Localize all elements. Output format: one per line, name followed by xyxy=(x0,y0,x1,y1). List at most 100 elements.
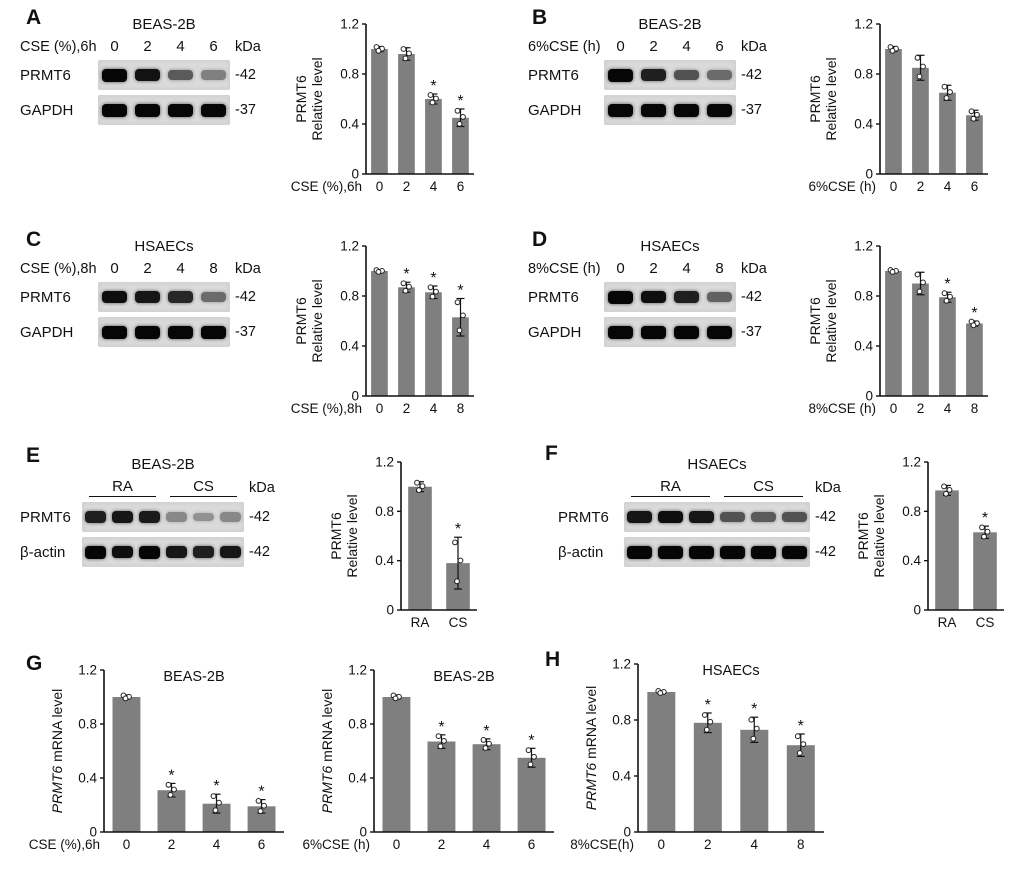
bar xyxy=(452,117,469,175)
x-tick-label: 0 xyxy=(657,837,665,852)
y-tick-label: 0.8 xyxy=(854,289,873,304)
blot-lane xyxy=(197,103,230,117)
y-tick-label: 0 xyxy=(913,603,921,618)
bar-chart-panel-e: RA * CS 0 0.4 0.8 1.2 PRMT6 Relative level xyxy=(328,450,483,645)
blot-lane xyxy=(703,325,736,339)
bar xyxy=(382,697,411,832)
y-tick-label: 0 xyxy=(865,167,873,182)
data-point xyxy=(703,726,710,733)
significance-marker: * xyxy=(403,266,409,283)
y-axis-label: PRMT6 xyxy=(293,297,309,345)
data-point xyxy=(701,712,708,718)
blot-lane xyxy=(670,103,703,117)
data-point xyxy=(392,695,399,702)
blot-lane xyxy=(655,510,686,524)
protein-label: GAPDH xyxy=(20,101,74,119)
panel-label-a: A xyxy=(26,6,42,29)
x-tick-label: 8 xyxy=(457,401,465,416)
significance-marker: * xyxy=(455,521,461,538)
data-point xyxy=(796,750,803,756)
lane-header-row: 8%CSE (h) 0 2 4 8 kDa xyxy=(528,260,767,277)
y-tick-label: 1.2 xyxy=(340,17,359,32)
protein-label: GAPDH xyxy=(528,101,582,119)
data-point xyxy=(750,735,757,742)
blot-row: β-actin -42 xyxy=(20,537,275,567)
lane-label: 0 xyxy=(110,38,119,55)
data-point xyxy=(441,738,447,744)
blot-lane xyxy=(164,325,197,339)
significance-marker: * xyxy=(798,718,804,735)
blot-lane xyxy=(131,325,164,339)
y-axis-label: PRMT6 mRNA level xyxy=(49,689,65,813)
data-point xyxy=(402,55,409,62)
blot-lane xyxy=(109,545,136,559)
y-tick-label: 1.2 xyxy=(854,17,873,32)
data-point xyxy=(171,786,177,793)
blot-lane xyxy=(98,103,131,117)
bar-chart-panel-g-right: 0 * 2 * 4 * 6 0 0.4 0.8 1.2 6%CSE (h) BEAS-2B PRMT6 m… xyxy=(302,658,560,867)
protein-band xyxy=(192,545,215,559)
blot-strip xyxy=(624,502,810,532)
blot-row: PRMT6 -42 xyxy=(528,60,767,90)
x-tick-label: 4 xyxy=(483,837,491,852)
y-axis-label: Relative level xyxy=(309,57,325,140)
data-point xyxy=(947,293,953,300)
blot-lane xyxy=(164,103,197,117)
x-tick-label: 0 xyxy=(890,401,898,416)
bar xyxy=(427,741,456,832)
blot-lane xyxy=(163,512,190,522)
data-point xyxy=(943,490,949,497)
blot-lane xyxy=(197,292,230,302)
data-point xyxy=(920,63,926,70)
group-label: CS xyxy=(724,478,803,497)
bar-chart-panel-f: RA * CS 0 0.4 0.8 1.2 PRMT6 Relative level xyxy=(855,450,1010,645)
significance-marker: * xyxy=(528,732,534,749)
y-tick-label: 0.4 xyxy=(340,339,359,354)
protein-label: PRMT6 xyxy=(20,508,71,526)
x-tick-label: 0 xyxy=(393,837,401,852)
protein-band xyxy=(101,103,128,117)
x-tick-label: 0 xyxy=(123,837,131,852)
blot-lane xyxy=(82,545,109,559)
protein-band xyxy=(200,103,227,117)
blot-lane xyxy=(190,545,217,559)
lane-label: 2 xyxy=(649,260,658,277)
protein-band xyxy=(165,545,188,559)
x-axis-label: CSE (%),6h xyxy=(291,179,362,194)
data-point xyxy=(748,716,755,723)
data-point xyxy=(460,312,466,319)
data-point xyxy=(435,733,442,739)
chart-title: BEAS-2B xyxy=(163,669,224,685)
x-tick-label: 2 xyxy=(403,401,411,416)
blot-row: PRMT6 -42 xyxy=(20,282,261,312)
data-point xyxy=(255,798,262,804)
significance-marker: * xyxy=(944,276,950,293)
protein-band xyxy=(111,510,134,524)
significance-marker: * xyxy=(457,283,463,300)
blot-strip xyxy=(98,317,230,347)
significance-marker: * xyxy=(430,270,436,287)
data-point xyxy=(216,799,222,806)
data-point xyxy=(456,121,463,127)
x-tick-label: 4 xyxy=(750,837,758,852)
cell-line-label: BEAS-2B xyxy=(132,16,196,33)
kda-unit: kDa xyxy=(235,38,261,55)
protein-label: PRMT6 xyxy=(20,66,71,84)
protein-band xyxy=(219,545,242,559)
bar-chart-panel-h: 0 * 2 * 4 * 8 0 0.4 0.8 1.2 8%CSE(h) HSAECs PRMT6 mRN… xyxy=(570,652,830,867)
blot-lane xyxy=(670,69,703,81)
protein-label: β-actin xyxy=(558,543,604,561)
data-point xyxy=(941,483,947,490)
blot-lane xyxy=(604,103,637,117)
y-tick-label: 0 xyxy=(351,167,359,182)
panel-label-h: H xyxy=(545,648,561,671)
blot-title-row: HSAECs xyxy=(20,238,261,255)
lane-label: 4 xyxy=(682,260,691,277)
y-tick-label: 1.2 xyxy=(902,455,921,470)
chart-svg: 0 2 * 4 * 6 0 0.4 0.8 1.2 CSE (%),6h PRMT6 Relative … xyxy=(291,17,474,194)
protein-band xyxy=(101,68,128,82)
blot-lane xyxy=(217,545,244,559)
bar xyxy=(973,532,997,610)
protein-label: PRMT6 xyxy=(528,288,579,306)
